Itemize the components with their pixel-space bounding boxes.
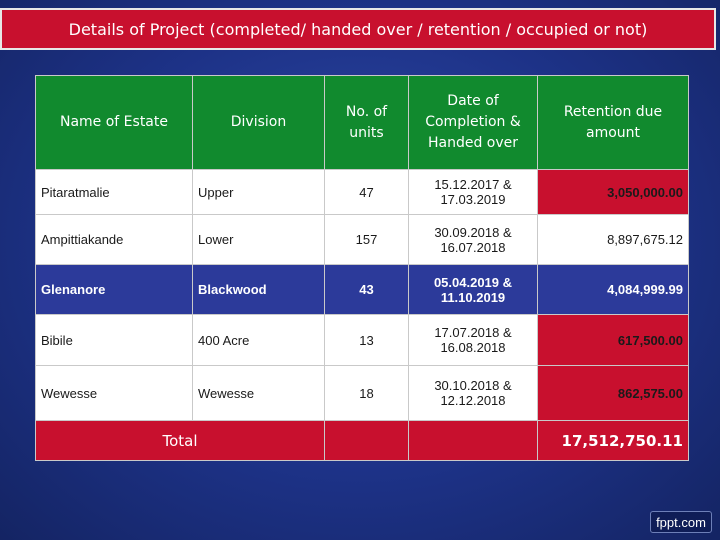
retention-amount: 8,897,675.12 (537, 214, 689, 265)
completion-date: 30.09.2018 & 16.07.2018 (408, 214, 538, 265)
units: 47 (324, 169, 409, 215)
estate-name: Pitaratmalie (35, 169, 193, 215)
header-retention-due: Retention due amount (537, 75, 689, 170)
estate-name: Glenanore (35, 264, 193, 315)
retention-amount: 4,084,999.99 (537, 264, 689, 315)
table-row: Pitaratmalie Upper 47 15.12.2017 & 17.03… (35, 169, 689, 215)
division: Wewesse (192, 365, 325, 421)
division: Upper (192, 169, 325, 215)
header-date-of-completion: Date of Completion & Handed over (408, 75, 538, 170)
total-label: Total (35, 420, 325, 461)
retention-amount: 862,575.00 (537, 365, 689, 421)
slide-title: Details of Project (completed/ handed ov… (0, 8, 716, 50)
table-row: Glenanore Blackwood 43 05.04.2019 & 11.1… (35, 264, 689, 315)
header-no-of-units: No. of units (324, 75, 409, 170)
estate-name: Wewesse (35, 365, 193, 421)
header-row: Name of Estate Division No. of units Dat… (35, 75, 689, 170)
total-date-cell (408, 420, 538, 461)
units: 18 (324, 365, 409, 421)
header-division: Division (192, 75, 325, 170)
table-row: Wewesse Wewesse 18 30.10.2018 & 12.12.20… (35, 365, 689, 421)
division: Lower (192, 214, 325, 265)
completion-date: 30.10.2018 & 12.12.2018 (408, 365, 538, 421)
header-name-of-estate: Name of Estate (35, 75, 193, 170)
fppt-logo: fppt.com (650, 511, 712, 533)
units: 13 (324, 314, 409, 366)
retention-amount: 617,500.00 (537, 314, 689, 366)
estate-name: Bibile (35, 314, 193, 366)
table-row: Ampittiakande Lower 157 30.09.2018 & 16.… (35, 214, 689, 265)
estate-name: Ampittiakande (35, 214, 193, 265)
total-row: Total 17,512,750.11 (35, 420, 689, 461)
division: Blackwood (192, 264, 325, 315)
division: 400 Acre (192, 314, 325, 366)
units: 43 (324, 264, 409, 315)
completion-date: 05.04.2019 & 11.10.2019 (408, 264, 538, 315)
completion-date: 15.12.2017 & 17.03.2019 (408, 169, 538, 215)
total-units-cell (324, 420, 409, 461)
retention-amount: 3,050,000.00 (537, 169, 689, 215)
table-row: Bibile 400 Acre 13 17.07.2018 & 16.08.20… (35, 314, 689, 366)
units: 157 (324, 214, 409, 265)
project-details-table: Name of Estate Division No. of units Dat… (35, 75, 689, 461)
completion-date: 17.07.2018 & 16.08.2018 (408, 314, 538, 366)
total-retention-amount: 17,512,750.11 (537, 420, 689, 461)
